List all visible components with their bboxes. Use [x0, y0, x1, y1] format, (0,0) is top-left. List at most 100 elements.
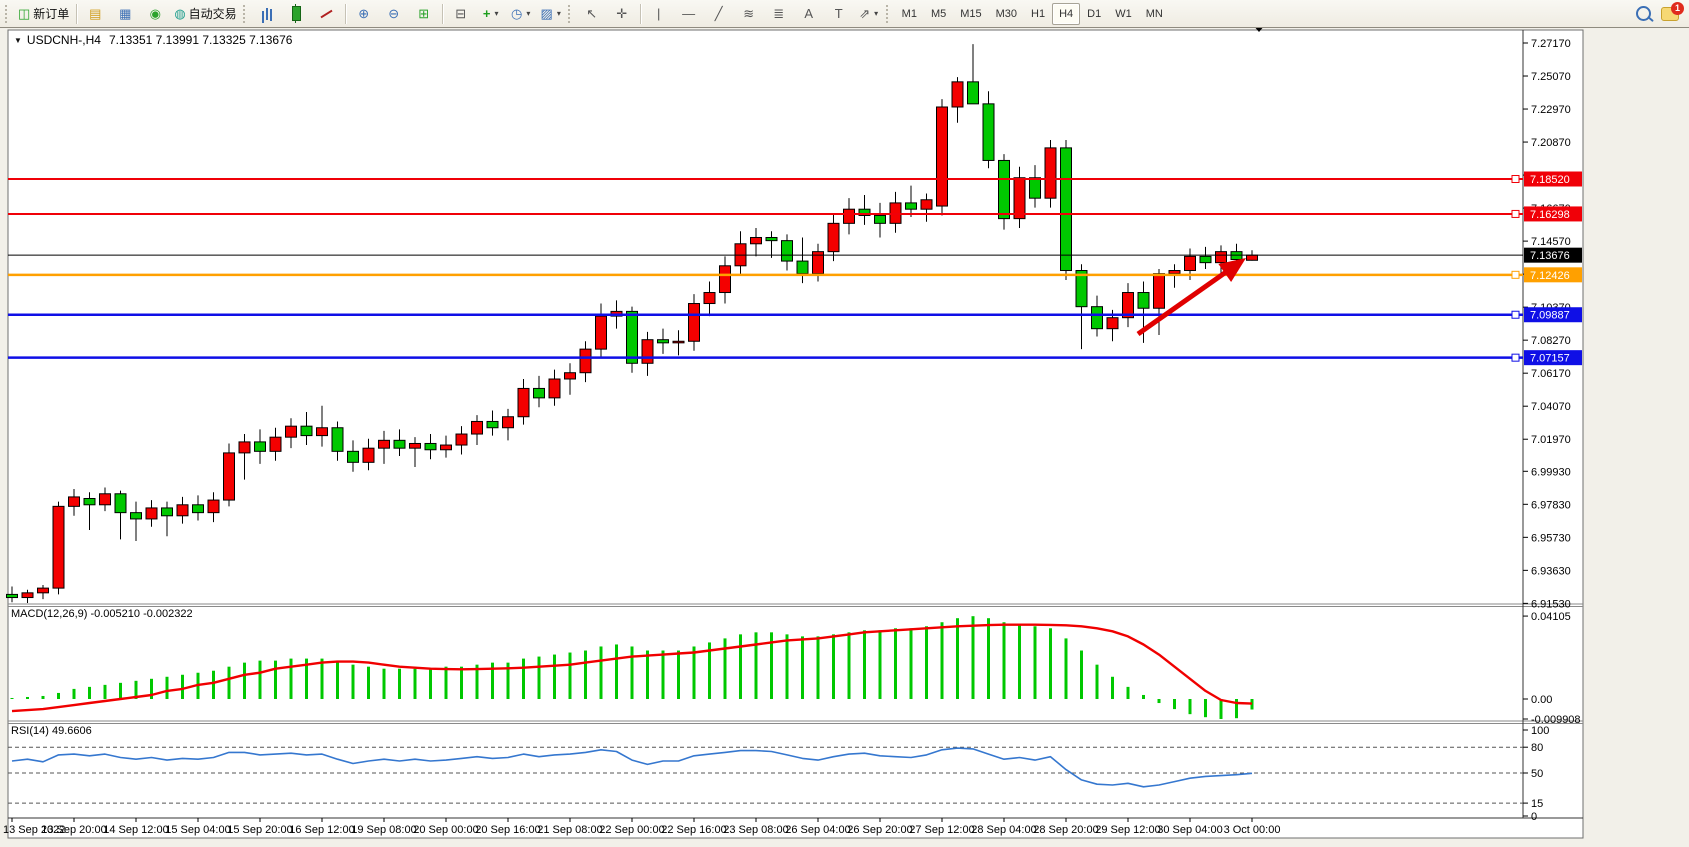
macd-tick-label: -0.009908	[1531, 714, 1581, 726]
toolbar-grip[interactable]	[5, 4, 10, 23]
tile-windows-icon: ⊞	[418, 6, 430, 21]
text-tool-button[interactable]: A	[794, 2, 824, 26]
candle-body	[130, 512, 142, 520]
timeframe-M1[interactable]: M1	[901, 7, 917, 20]
candle-body	[1122, 292, 1134, 319]
zoom-out-button[interactable]: ⊖	[379, 2, 409, 26]
timeframe-H1[interactable]: H1	[1031, 7, 1046, 20]
channels-tool-button[interactable]: ≣	[764, 2, 794, 26]
data-window-button[interactable]: ▦	[110, 2, 140, 26]
price-tick-label: 7.08270	[1531, 335, 1571, 347]
candlestick-button[interactable]	[282, 2, 312, 26]
chart-collapse-icon[interactable]: ▼	[14, 36, 22, 45]
rsi-tick-label: 0	[1531, 811, 1537, 823]
crosshair-tool-button[interactable]: ✛	[607, 2, 637, 26]
macd-bar	[258, 660, 262, 699]
hline-anchor[interactable]	[1511, 175, 1520, 184]
timeframe-W1[interactable]: W1	[1115, 7, 1132, 20]
price-label-box	[1524, 247, 1582, 263]
arrow-shaft	[1136, 267, 1232, 337]
rsi-indicator-label: RSI(14) 49.6606	[11, 725, 92, 737]
macd-bar	[537, 656, 541, 699]
indicators-button[interactable]: + ▾	[476, 2, 506, 26]
macd-bar	[103, 684, 107, 699]
auto-arrange-button[interactable]: ⊟	[446, 2, 476, 26]
macd-bar	[26, 696, 29, 699]
candle-body	[176, 504, 189, 517]
price-label-text: 7.07157	[1530, 353, 1570, 365]
timeframe-D1[interactable]: D1	[1087, 7, 1102, 20]
time-tick-label: 27 Sep 12:00	[909, 824, 974, 836]
timeframe-M15[interactable]: M15	[960, 7, 982, 20]
templates-button[interactable]: ▨ ▾	[536, 2, 566, 26]
timeframe-M30[interactable]: M30	[995, 7, 1018, 20]
autotrading-label: 自动交易	[188, 7, 237, 21]
autotrading-button[interactable]: ◍ 自动交易	[170, 2, 240, 26]
candle-body	[37, 587, 49, 594]
macd-bar	[243, 662, 246, 699]
time-tick-label: 28 Sep 20:00	[1033, 824, 1098, 836]
hline-anchor[interactable]	[1511, 353, 1520, 362]
fibonacci-tool-button[interactable]: ≋	[734, 2, 764, 26]
chat-icon[interactable]: 1	[1661, 1, 1684, 21]
templates-icon: ▨	[540, 6, 553, 21]
zoom-in-icon: ⊕	[358, 6, 370, 21]
candle-body	[827, 222, 840, 253]
toolbar-grip[interactable]	[885, 4, 891, 23]
macd-bar	[367, 666, 370, 699]
toolbar-grip[interactable]	[567, 4, 573, 23]
fibonacci-icon: ≋	[743, 6, 755, 21]
new-order-button[interactable]: ◫ 新订单	[14, 2, 73, 26]
chart-window-title: ▼ USDCNH-,H4 7.13351 7.13991 7.13325 7.136…	[14, 33, 292, 47]
search-icon[interactable]	[1636, 6, 1651, 21]
bar-chart-button[interactable]	[252, 2, 282, 26]
timeframe-H4[interactable]: H4	[1052, 2, 1081, 25]
horizontal-line-tool-button[interactable]: —	[674, 2, 704, 26]
bar-chart-icon	[265, 7, 268, 20]
time-tick-label: 22 Sep 00:00	[599, 824, 664, 836]
macd-bar	[692, 646, 696, 699]
macd-bar	[150, 678, 153, 699]
rsi-line	[11, 747, 1253, 788]
tile-windows-button[interactable]: ⊞	[409, 2, 439, 26]
chevron-down-icon: ▾	[526, 9, 531, 18]
hline-anchor[interactable]	[1511, 270, 1520, 279]
arrows-tool-button[interactable]: ⇗ ▾	[854, 2, 884, 26]
candle-body	[967, 81, 979, 105]
trendline-tool-button[interactable]: ╱	[704, 2, 734, 26]
candle-body	[471, 420, 483, 435]
timeframe-M5[interactable]: M5	[930, 7, 947, 20]
trend-arrow-annotation[interactable]	[1136, 258, 1246, 337]
toolbar-grip[interactable]	[242, 4, 248, 23]
macd-bar	[165, 676, 169, 699]
price-axis[interactable]: 7.271707.250707.229707.208707.187707.166…	[1523, 38, 1571, 610]
macd-bar	[1157, 699, 1161, 704]
text-tool-icon: A	[804, 6, 813, 21]
vertical-line-tool-button[interactable]: |	[644, 2, 674, 26]
candle-body	[1091, 306, 1103, 330]
macd-tick-label: 0.00	[1531, 694, 1552, 706]
cursor-tool-button[interactable]: ↖	[577, 2, 607, 26]
price-label-box	[1524, 350, 1582, 366]
zoom-in-button[interactable]: ⊕	[349, 2, 379, 26]
label-tool-button[interactable]: T	[824, 2, 854, 26]
macd-bar	[987, 618, 990, 699]
candle-body	[626, 310, 638, 364]
periods-button[interactable]: ◷ ▾	[506, 2, 536, 26]
macd-bar	[181, 674, 184, 699]
navigator-button[interactable]: ◉	[140, 2, 170, 26]
rsi-tick-label: 80	[1531, 742, 1543, 754]
candle-body	[595, 315, 607, 350]
hline-anchor[interactable]	[1511, 209, 1520, 218]
time-tick-label: 20 Sep 16:00	[475, 824, 540, 836]
timeframe-MN[interactable]: MN	[1145, 7, 1163, 20]
line-chart-button[interactable]	[312, 2, 342, 26]
hline-anchor[interactable]	[1511, 310, 1520, 319]
toolbar-right-group: 1	[1636, 1, 1689, 21]
macd-bar	[1219, 699, 1223, 719]
candle-body	[982, 103, 995, 161]
candle-body	[1153, 273, 1165, 309]
market-watch-button[interactable]: ▤	[80, 2, 110, 26]
